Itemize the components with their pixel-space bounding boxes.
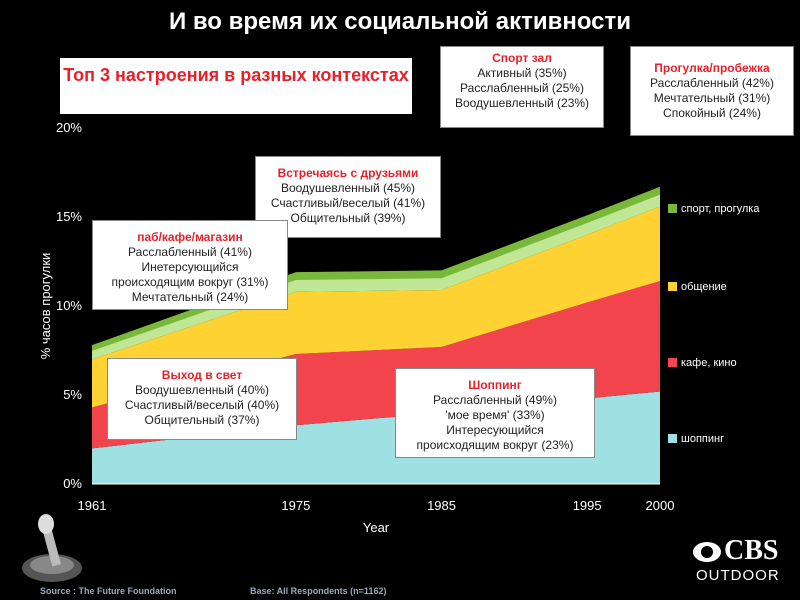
cbs-eye-icon xyxy=(693,542,721,562)
y-tick-label: 15% xyxy=(56,209,82,224)
legend-swatch xyxy=(668,204,677,213)
x-axis-label: Year xyxy=(363,520,390,535)
x-tick-label: 1995 xyxy=(573,498,602,513)
callout-line: происходящим вокруг (23%) xyxy=(416,438,574,452)
callout-line: Счастливый/веселый (40%) xyxy=(124,398,280,412)
x-tick-label: 1985 xyxy=(427,498,456,513)
legend-label: кафе, кино xyxy=(681,357,737,369)
x-tick-label: 2000 xyxy=(646,498,675,513)
callout-walk: Прогулка/пробежка Расслабленный (42%) Ме… xyxy=(630,46,794,136)
base-note: Base: All Respondents (n=1162) xyxy=(250,586,387,596)
subtitle-box: Топ 3 настроения в разных контекстах xyxy=(60,58,412,114)
callout-heading: паб/кафе/магазин xyxy=(137,230,243,244)
callout-line: Расслабленный (42%) xyxy=(650,76,774,90)
callout-heading: Спорт зал xyxy=(492,51,552,65)
callout-line: Активный (35%) xyxy=(477,66,567,80)
callout-heading: Прогулка/пробежка xyxy=(654,61,770,75)
callout-line: Расслабленный (41%) xyxy=(128,245,252,259)
callout-line: Счастливый/веселый (41%) xyxy=(270,196,426,210)
callout-pub: паб/кафе/магазин Расслабленный (41%) Ине… xyxy=(92,220,288,310)
callout-line: Воодушевленный (40%) xyxy=(134,383,270,397)
source-note: Source : The Future Foundation xyxy=(40,586,177,596)
logo-brand: CBS xyxy=(724,535,779,566)
callout-line: Интересующийся xyxy=(446,423,544,437)
callout-line: Спокойный (24%) xyxy=(663,106,761,120)
lever-switch-icon xyxy=(22,514,82,582)
legend-swatch xyxy=(668,358,677,367)
callout-heading: Выход в свет xyxy=(161,368,243,382)
x-tick-label: 1961 xyxy=(78,498,107,513)
legend-label: спорт, прогулка xyxy=(681,203,760,215)
callout-heading: Встречаясь с друзьями xyxy=(277,166,419,180)
callout-line: Общительный (37%) xyxy=(144,413,260,427)
callout-line: Воодушевленный (23%) xyxy=(454,96,590,110)
callout-line: происходящим вокруг (31%) xyxy=(111,275,269,289)
legend-label: общение xyxy=(681,281,727,293)
callout-line: Общительный (39%) xyxy=(290,211,406,225)
y-axis-label: % часов прогулки xyxy=(38,253,53,360)
y-tick-label: 0% xyxy=(63,476,82,491)
callout-line: Воодушевленный (45%) xyxy=(280,181,416,195)
callout-line: Мечтательный (31%) xyxy=(653,91,771,105)
callout-line: 'мое время' (33%) xyxy=(445,408,545,422)
callout-heading: Шоппинг xyxy=(468,378,522,392)
legend-label: шоппинг xyxy=(681,433,724,445)
y-tick-label: 10% xyxy=(56,298,82,313)
page-title: И во время их социальной активности xyxy=(168,8,632,35)
callout-shopping: Шоппинг Расслабленный (49%) 'мое время' … xyxy=(395,368,595,458)
y-tick-label: 20% xyxy=(56,120,82,135)
logo-sub: OUTDOOR xyxy=(696,567,780,584)
y-tick-label: 5% xyxy=(63,387,82,402)
callout-gym: Спорт зал Активный (35%) Расслабленный (… xyxy=(440,46,604,128)
area-4 xyxy=(92,186,660,360)
legend-swatch xyxy=(668,434,677,443)
callout-line: Расслабленный (25%) xyxy=(460,81,584,95)
x-tick-label: 1975 xyxy=(281,498,310,513)
callout-line: Расслабленный (49%) xyxy=(433,393,557,407)
callout-line: Мечтательный (24%) xyxy=(131,290,249,304)
area-3 xyxy=(92,206,660,408)
legend-swatch xyxy=(668,282,677,291)
callout-line: Инетерсующийся xyxy=(141,260,239,274)
callout-goingout: Выход в свет Воодушевленный (40%) Счастл… xyxy=(107,358,297,440)
